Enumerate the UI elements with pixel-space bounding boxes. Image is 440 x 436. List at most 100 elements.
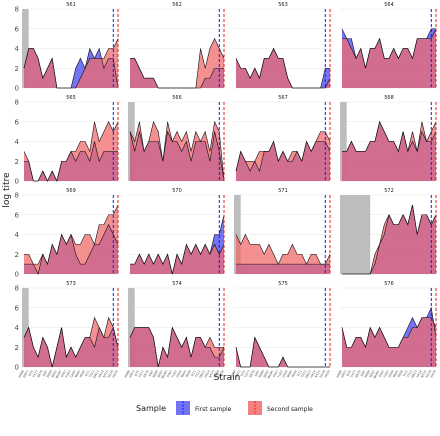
panel-574: 574HK68EN72VI75TX77BK79SI87BE89BE92WU95S… [123, 281, 226, 379]
y-tick-label: 2 [15, 344, 19, 352]
second-sample-area [24, 38, 118, 88]
x-tick-label: CA04 [175, 369, 182, 378]
x-tick-label: WU95 [373, 369, 381, 379]
legend-label: First sample [195, 406, 232, 413]
panel-570: 570 [128, 188, 226, 275]
second-sample-area [24, 317, 118, 367]
second-sample-line [341, 317, 437, 349]
x-tick-label: VI11 [402, 369, 409, 377]
second-sample-area [130, 121, 224, 181]
x-tick-label: HK14 [203, 369, 211, 378]
x-tick-label: WI05 [286, 369, 293, 378]
x-tick-label: BE89 [258, 369, 265, 378]
panels-layer: 561 0 2 4 6 8 562 563 564 565 0 2 4 6 8 566 567 568 569 0 2 4… [15, 2, 438, 379]
x-tick-label: VI11 [296, 369, 303, 377]
x-tick-label: TX77 [243, 369, 251, 379]
x-tick-label: HK68 [335, 369, 343, 378]
x-tick-label: TX12 [194, 369, 202, 379]
x-tick-label: SI87 [42, 369, 49, 377]
x-tick-label: HK19 [323, 369, 331, 378]
x-tick-label: SW13 [198, 369, 206, 379]
second-sample-line [342, 28, 437, 69]
x-tick-label: TX77 [31, 369, 39, 379]
second-sample-line [23, 316, 119, 368]
x-tick-label: VI75 [133, 369, 140, 377]
x-tick-label: VI75 [239, 369, 246, 377]
x-tick-label: BE92 [156, 369, 163, 378]
x-tick-label: SY97 [60, 369, 67, 378]
second-sample-line [24, 204, 119, 266]
x-tick-label: HK19 [217, 369, 225, 378]
second-sample-line [235, 47, 331, 89]
panel-576: 576HK68EN72VI75TX77BK79SI87BE89BE92WU95S… [335, 281, 438, 379]
second-sample-area [236, 131, 330, 181]
x-tick-label: TX12 [300, 369, 308, 379]
second-sample-area [130, 327, 224, 367]
panel-title: 561 [66, 2, 76, 8]
second-sample-area [342, 204, 436, 274]
panel-title: 567 [278, 95, 288, 101]
panel-title: 564 [384, 2, 394, 8]
excluded-region [340, 102, 347, 181]
second-sample-area [342, 28, 436, 88]
x-tick-label: SG16 [425, 369, 433, 378]
excluded-region [128, 288, 135, 367]
y-tick-label: 4 [15, 45, 20, 53]
panel-title: 569 [66, 188, 76, 194]
y-tick-label: 8 [15, 6, 19, 14]
y-tick-label: 4 [15, 138, 20, 146]
second-sample-line [235, 336, 330, 368]
y-tick-label: 0 [15, 271, 19, 279]
y-tick-label: 2 [15, 65, 19, 73]
x-tick-label: HK14 [309, 369, 317, 378]
x-tick-label: BE92 [50, 369, 57, 378]
x-tick-label: BE92 [368, 369, 375, 378]
y-tick-label: 6 [15, 304, 20, 312]
panel-569: 569 0 2 4 6 8 [15, 188, 120, 279]
second-sample-line [342, 120, 437, 153]
panel-562: 562 [128, 2, 226, 89]
second-sample-area [236, 48, 330, 88]
x-tick-label: HK14 [415, 369, 423, 378]
x-tick-label: FU02 [171, 369, 178, 378]
x-tick-label: WI05 [392, 369, 399, 378]
y-tick-label: 0 [15, 364, 19, 372]
x-tick-label: TX12 [406, 369, 414, 379]
second-sample-area [24, 121, 118, 181]
x-tick-label: WI05 [180, 369, 187, 378]
y-tick-label: 0 [15, 85, 19, 93]
x-tick-label: TX12 [88, 369, 96, 379]
y-tick-label: 4 [15, 231, 20, 239]
second-sample-line [129, 326, 224, 368]
y-tick-label: 6 [15, 118, 20, 126]
x-tick-label: SY97 [166, 369, 173, 378]
panel-title: 562 [172, 2, 182, 8]
x-tick-label: HK68 [229, 369, 237, 378]
x-tick-label: SG16 [319, 369, 327, 378]
panel-572: 572 [340, 188, 438, 275]
x-tick-label: CA04 [387, 369, 394, 378]
y-tick-label: 6 [15, 25, 20, 33]
x-tick-label: VI75 [27, 369, 34, 377]
second-sample-line [129, 120, 225, 182]
x-tick-label: EN72 [22, 369, 29, 378]
legend-label: Second sample [267, 406, 313, 413]
y-tick-label: 8 [15, 192, 19, 200]
x-tick-label: WU95 [161, 369, 169, 379]
panel-title: 568 [384, 95, 394, 101]
panel-title: 570 [172, 188, 182, 194]
x-tick-label: BK79 [142, 369, 149, 378]
panel-566: 566 [128, 95, 226, 182]
y-tick-label: 0 [15, 178, 19, 186]
x-tick-label: BE89 [364, 369, 371, 378]
x-tick-label: BK79 [248, 369, 255, 378]
x-tick-label: HK19 [429, 369, 437, 378]
panel-title: 566 [172, 95, 182, 101]
x-tick-label: TX77 [349, 369, 357, 379]
panel-title: 565 [66, 95, 76, 101]
x-tick-label: PE09 [397, 369, 404, 378]
y-tick-label: 6 [15, 211, 20, 219]
second-sample-line [235, 233, 331, 265]
